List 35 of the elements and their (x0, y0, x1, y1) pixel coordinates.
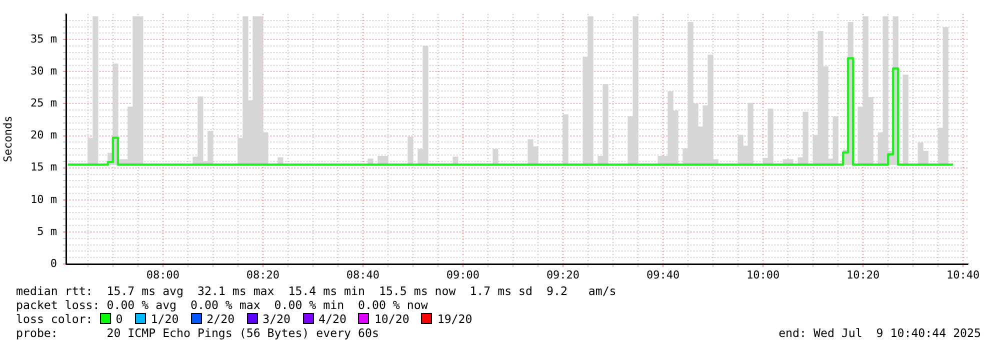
y-tick-label: 25 m (30, 96, 58, 110)
bar (562, 114, 568, 165)
text: packet loss: 0.00 % avg 0.00 % max 0.00 % min 0.00 % now (16, 298, 428, 312)
x-tick-label: 10:40 (946, 268, 980, 282)
x-tick-label: 09:20 (546, 268, 580, 282)
bar (738, 134, 744, 165)
x-tick-label: 08:40 (346, 268, 380, 282)
y-axis-title: Seconds (1, 116, 14, 162)
y-tick-label: 30 m (30, 64, 58, 78)
y-tick-label: 35 m (30, 32, 58, 46)
bar (902, 74, 908, 165)
x-tick-label: 10:00 (746, 268, 780, 282)
y-tick-label: 20 m (30, 128, 58, 142)
text: median rtt: 15.7 ms avg 32.1 ms max 15.4 ms min 15.5 ms now 1.7 ms sd 9.2 am/s (16, 284, 616, 298)
text: 2/20 (206, 312, 235, 326)
x-tick-label: 08:20 (246, 268, 280, 282)
text: end: Wed Jul 9 10:40:44 2025 (778, 326, 981, 340)
x-tick-label: 09:00 (446, 268, 480, 282)
bar (492, 148, 498, 165)
y-tick-label: 10 m (30, 192, 58, 206)
x-tick-label: 10:20 (846, 268, 880, 282)
text: 0 (114, 312, 123, 326)
text: 4/20 (318, 312, 346, 326)
text: probe: 20 ICMP Echo Pings (56 Bytes) every 60s (16, 326, 379, 340)
bar (408, 136, 414, 165)
x-tick-label: 08:00 (146, 268, 180, 282)
text: loss color: (16, 312, 93, 326)
text: 10/20 (373, 312, 410, 326)
text: 1/20 (150, 312, 179, 326)
y-tick-label: 15 m (30, 160, 58, 174)
text: 19/20 (436, 312, 472, 326)
y-tick-label: 5 m (37, 224, 58, 238)
y-tick-label: 0 (50, 256, 57, 270)
x-tick-label: 09:40 (646, 268, 680, 282)
text: 3/20 (262, 312, 291, 326)
